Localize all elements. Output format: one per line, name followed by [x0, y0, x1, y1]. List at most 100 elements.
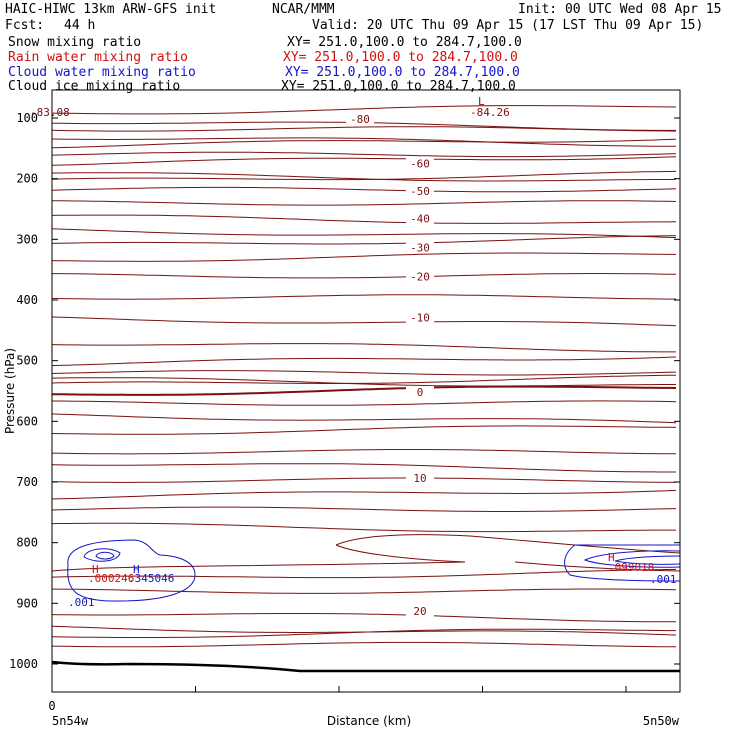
isotherm — [51, 356, 677, 367]
temperature-contours: -80 -60 -50 -40 -30 -20 -10 0 10 20 — [51, 105, 677, 648]
isotherm--20 — [52, 273, 677, 279]
isotherm — [51, 522, 676, 533]
isotherm-label: 20 — [413, 605, 426, 618]
field-name-cloud-water: Cloud water mixing ratio — [8, 65, 196, 80]
x-tick-label-0: 0 — [48, 699, 55, 713]
plot-frame — [51, 89, 681, 693]
isotherm-label: -60 — [410, 157, 430, 170]
isotherm — [51, 463, 676, 473]
isotherm-label: -30 — [410, 241, 430, 254]
isotherm — [52, 200, 677, 206]
cloud-max-left-letter: H — [133, 563, 140, 576]
model-title: HAIC-HIWC 13km ARW-GFS init — [5, 2, 217, 17]
isotherm-label-bg — [406, 270, 434, 283]
fcst-label: Fcst: — [5, 18, 45, 33]
isotherm — [51, 294, 676, 300]
y-tick-label: 200 — [16, 172, 38, 186]
isotherm-label-bg — [406, 472, 434, 485]
isotherm — [52, 588, 677, 594]
inversion-isotherm — [51, 534, 681, 572]
isotherm — [51, 228, 677, 239]
isotherm — [51, 170, 677, 181]
cloud-water-contour-left-outer — [67, 539, 196, 602]
isotherm — [51, 370, 677, 376]
isotherm-label: -20 — [410, 271, 430, 284]
isotherm — [51, 568, 677, 579]
cloud-max-left-value: .345046 — [128, 572, 174, 585]
isotherm — [52, 400, 677, 406]
isotherm-label-bg — [346, 112, 374, 125]
isotherm — [51, 343, 676, 353]
isotherm — [51, 138, 677, 149]
low-marker-letter: L — [478, 95, 485, 108]
isotherm--30 — [51, 235, 676, 245]
field-xy-rain: XY= 251.0,100.0 to 284.7,100.0 — [283, 50, 518, 65]
x-axis-title: Distance (km) — [327, 714, 411, 728]
x-end-label-right: 5n50w — [643, 714, 680, 728]
isotherm--40 — [51, 214, 677, 224]
isotherm — [51, 641, 677, 648]
isotherm-label: 10 — [413, 472, 426, 485]
isotherm--50 — [51, 186, 677, 193]
isotherm — [51, 449, 676, 455]
isotherm-label-bg — [406, 157, 434, 170]
y-tick-label: 600 — [16, 414, 38, 428]
rain-max-left-letter: H — [92, 563, 99, 576]
isotherm--60 — [51, 156, 677, 166]
y-tick-label: 100 — [16, 111, 38, 125]
cloud-max-right-letter: H — [608, 551, 615, 564]
org-label: NCAR/MMM — [272, 2, 335, 17]
y-tick-label: 1000 — [9, 657, 38, 671]
field-xy-snow: XY= 251.0,100.0 to 284.7,100.0 — [287, 35, 522, 50]
isotherm — [51, 374, 676, 384]
cloud-water-contour-right-outer — [564, 544, 681, 582]
valid-time: Valid: 20 UTC Thu 09 Apr 15 (17 LST Thu … — [312, 18, 704, 33]
isotherm-label-bg — [406, 241, 434, 254]
cloud-water-contour-left-core — [95, 551, 115, 560]
isotherm-label: -50 — [410, 185, 430, 198]
isotherm — [51, 105, 677, 115]
field-name-snow: Snow mixing ratio — [8, 35, 142, 50]
low-marker-value: -84.26 — [470, 106, 510, 119]
cloud-contour-label-left: .001 — [68, 596, 95, 609]
isotherm-label: -10 — [410, 312, 430, 325]
isotherm — [51, 137, 676, 147]
isotherm-label: 0 — [417, 386, 424, 399]
isotherm--10 — [51, 316, 677, 327]
isotherm — [51, 506, 677, 512]
rain-max-left-value: .000246 — [88, 572, 134, 585]
isotherm — [51, 628, 676, 638]
isotherm-label-bg — [406, 604, 434, 617]
field-xy-cloud-water: XY= 251.0,100.0 to 284.7,100.0 — [285, 65, 520, 80]
x-end-label-left: 5n54w — [52, 714, 89, 728]
y-tick-label: 400 — [16, 293, 38, 307]
isotherm-label: -80 — [350, 113, 370, 126]
isotherm — [51, 252, 676, 262]
isotherm — [51, 413, 677, 424]
y-axis-title: Pressure (hPa) — [3, 348, 17, 434]
cloud-water-contour-left-inner — [83, 548, 121, 562]
low-marker: L-84.26 — [470, 95, 510, 119]
isotherm-label-bg — [406, 212, 434, 225]
isotherm-label: -40 — [410, 212, 430, 225]
left-top-value: -83.08 — [30, 106, 70, 119]
isotherm — [52, 172, 677, 182]
cloud-water-contour-right-inner — [614, 555, 681, 565]
isotherm — [51, 425, 677, 435]
y-tick-label: 800 — [16, 536, 38, 550]
init-time: Init: 00 UTC Wed 08 Apr 15 — [518, 2, 722, 17]
isotherm — [51, 377, 676, 387]
fcst-value: 44 h — [64, 18, 96, 33]
cloud-water-contour-right-mid — [583, 550, 681, 568]
cloud-max-right-value: .099018 — [608, 561, 654, 574]
isotherm — [51, 625, 677, 636]
isotherm-label-bg — [406, 184, 434, 197]
y-tick-label: 500 — [16, 354, 38, 368]
y-tick-label: 900 — [16, 596, 38, 610]
cloud-contour-label-right: .001 — [650, 573, 677, 586]
isotherm-label-bg — [406, 311, 434, 324]
isotherm-10 — [51, 477, 677, 483]
y-tick-label: 300 — [16, 232, 38, 246]
